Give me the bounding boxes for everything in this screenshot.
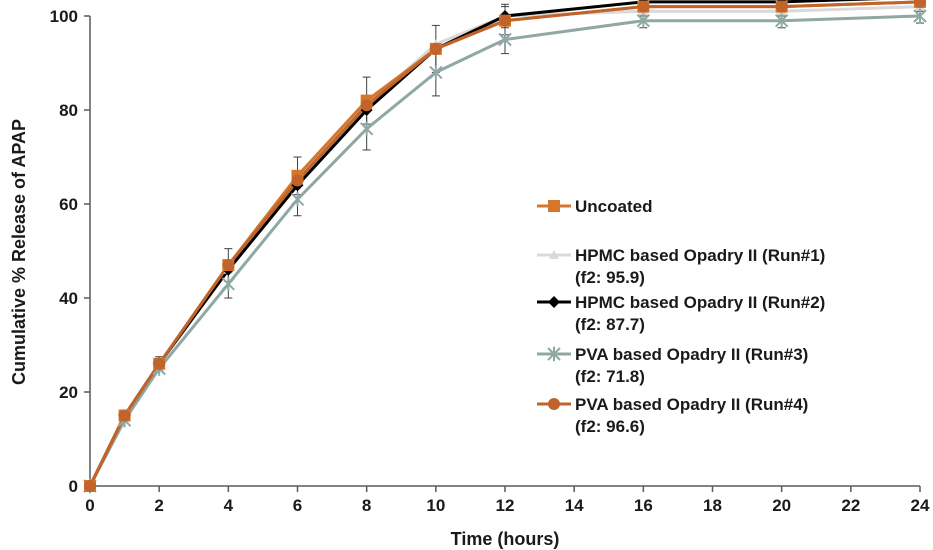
legend-entry-label: HPMC based Opadry II (Run#1) <box>575 246 825 265</box>
data-point <box>498 32 512 47</box>
series-markers <box>83 0 927 494</box>
legend-entry-label: HPMC based Opadry II (Run#2) <box>575 293 825 312</box>
y-tick-label: 0 <box>69 477 78 496</box>
x-tick-label: 20 <box>772 496 791 515</box>
y-tick-label: 80 <box>59 101 78 120</box>
data-point <box>549 250 559 259</box>
x-axis-title: Time (hours) <box>451 529 560 549</box>
data-point <box>359 121 374 136</box>
data-point <box>548 398 560 410</box>
y-tick-label: 40 <box>59 289 78 308</box>
data-point <box>914 0 926 8</box>
x-tick-label: 18 <box>703 496 722 515</box>
data-point <box>636 13 651 28</box>
data-point <box>429 42 442 55</box>
data-point <box>499 14 511 27</box>
legend: Uncoated HPMC based Opadry II (Run#1) (f2:… <box>537 197 825 436</box>
data-point <box>153 357 166 370</box>
y-tick-label: 20 <box>59 383 78 402</box>
x-tick-label: 8 <box>362 496 371 515</box>
x-tick-label: 10 <box>426 496 445 515</box>
x-tick-label: 14 <box>565 496 584 515</box>
x-tick-label: 6 <box>293 496 302 515</box>
legend-entry-sublabel: (f2: 71.8) <box>575 367 645 386</box>
legend-entry-label: Uncoated <box>575 197 652 216</box>
data-point <box>84 480 96 492</box>
x-tick-label: 16 <box>634 496 653 515</box>
x-tick-label: 24 <box>911 496 930 515</box>
data-point <box>548 296 560 308</box>
x-tick-label: 0 <box>85 496 94 515</box>
data-point <box>118 409 131 422</box>
y-axis-title: Cumulative % Release of APAP <box>9 119 29 385</box>
legend-entry-sublabel: (f2: 87.7) <box>575 315 645 334</box>
legend-entry-sublabel: (f2: 96.6) <box>575 417 645 436</box>
data-point <box>221 276 236 292</box>
legend-entry-label: PVA based Opadry II (Run#3) <box>575 345 808 364</box>
data-point <box>290 192 305 207</box>
data-point <box>360 99 373 112</box>
data-point <box>774 13 789 28</box>
y-tick-label: 100 <box>50 7 78 26</box>
x-tick-label: 2 <box>154 496 163 515</box>
data-point <box>222 259 235 272</box>
data-point <box>547 346 561 362</box>
legend-entry-sublabel: (f2: 95.9) <box>575 268 645 287</box>
data-point <box>548 200 560 212</box>
legend-entry-label: PVA based Opadry II (Run#4) <box>575 395 808 414</box>
data-point <box>637 0 650 13</box>
x-tick-label: 4 <box>224 496 234 515</box>
x-tick-label: 12 <box>496 496 515 515</box>
data-point <box>913 8 927 24</box>
data-point <box>291 174 304 187</box>
y-tick-label: 60 <box>59 195 78 214</box>
data-point <box>775 0 788 13</box>
data-point <box>429 65 443 80</box>
x-tick-label: 22 <box>841 496 860 515</box>
